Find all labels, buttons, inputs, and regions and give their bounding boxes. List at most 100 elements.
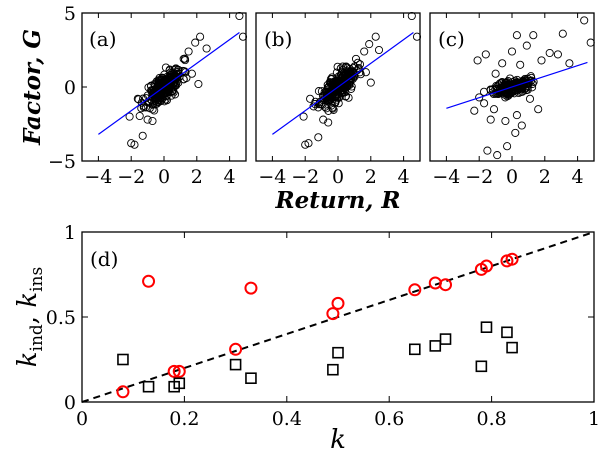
panel-d-circle-point xyxy=(331,296,345,310)
panel-a-point xyxy=(171,82,180,91)
panel-c-point xyxy=(518,81,527,91)
panel-b-point xyxy=(322,104,331,113)
panel-b-point xyxy=(365,40,374,49)
panel-d-square-point xyxy=(475,360,488,373)
panel-a-point xyxy=(156,97,165,106)
panel-b-point xyxy=(371,32,380,41)
panel-a-x-tick-label: −4 xyxy=(84,166,112,188)
panel-d-x-tick-label: 0.8 xyxy=(476,408,506,430)
panel-b-fit-line xyxy=(272,32,414,135)
panel-a-point xyxy=(142,94,151,103)
panel-b-point xyxy=(355,60,365,69)
panel-c-point xyxy=(529,31,538,40)
panel-c-x-tick-label: −4 xyxy=(432,166,460,188)
panel-b-x-tick-label: 0 xyxy=(332,166,344,188)
panel-c-point xyxy=(470,106,479,115)
panel-c-point xyxy=(493,151,502,160)
panel-c-point xyxy=(516,60,525,69)
panel-c-point xyxy=(515,80,524,89)
panel-a-point xyxy=(161,95,170,104)
panel-a-point xyxy=(170,90,180,99)
panel-c-point xyxy=(503,142,512,151)
panel-d-circle-point xyxy=(479,259,493,273)
panel-d-circle-point xyxy=(244,281,258,295)
panel-d-x-tick-label: 0.2 xyxy=(169,408,199,430)
panel-c-point xyxy=(525,94,535,103)
panel-b-x-tick-label: 4 xyxy=(398,166,410,188)
panel-a-y-ticks: −5 0 5 xyxy=(48,3,87,173)
panel-a-point xyxy=(181,56,190,65)
panel-a-point xyxy=(160,97,169,106)
panel-b-point xyxy=(341,77,350,86)
panel-c-point xyxy=(497,83,506,92)
panel-c-point xyxy=(480,99,489,108)
panel-d-square-point xyxy=(117,353,129,366)
panel-a-points xyxy=(125,11,248,149)
panel-a-point xyxy=(187,69,196,78)
panel-c-point xyxy=(503,88,512,97)
panel-a-point xyxy=(191,38,200,47)
panel-b-point xyxy=(366,78,375,87)
panel-a: (a) −4 −2 0 2 4 −505 xyxy=(48,3,248,188)
panel-a-point xyxy=(194,79,203,89)
panel-a-point xyxy=(172,81,181,90)
panel-b-point xyxy=(374,45,384,55)
panel-a-x-tick-label: 2 xyxy=(191,166,203,188)
panel-b-x-tick-label: 2 xyxy=(365,166,377,188)
panel-a-point xyxy=(148,105,157,114)
panel-c-point xyxy=(507,47,517,56)
y-k2: k xyxy=(13,292,43,308)
panel-b-point xyxy=(349,64,358,73)
panel-b-point xyxy=(344,93,353,102)
panel-d-points xyxy=(116,252,519,399)
panel-d-square-point xyxy=(429,340,442,352)
panel-c-point xyxy=(512,111,521,120)
panel-a-point xyxy=(133,94,142,103)
panel-c-x-tick-label: 4 xyxy=(572,166,584,188)
panel-b-point xyxy=(317,87,326,96)
panel-d-circle-point xyxy=(408,283,422,297)
panel-a-point xyxy=(157,85,166,94)
panel-d-square-point xyxy=(501,326,513,339)
panel-d-square-point xyxy=(332,346,344,359)
panel-b-point xyxy=(331,98,340,107)
panel-a-y-tick-label: 0 xyxy=(64,77,76,99)
panel-c-point xyxy=(553,50,562,59)
panel-d-x-tick-label: 1 xyxy=(588,408,600,430)
panel-c: (c) −4 −2 0 2 4 xyxy=(429,12,595,188)
panel-a-point xyxy=(179,54,188,63)
panel-c-fit-line xyxy=(446,61,588,109)
panel-a-fit-line xyxy=(98,32,240,135)
panel-d-square-point xyxy=(173,377,186,390)
top-x-axis-label: Return, R xyxy=(274,187,400,214)
panel-d-circle-point xyxy=(326,307,340,321)
panel-d-circle-point xyxy=(229,342,243,356)
panel-c-point xyxy=(479,87,489,96)
panel-b-x-ticks: −4 −2 0 2 4 xyxy=(258,13,410,188)
panel-a-point xyxy=(143,115,152,124)
panel-d-label: (d) xyxy=(90,247,118,271)
panel-a-x-tick-label: 4 xyxy=(224,166,236,188)
panel-a-point xyxy=(196,32,205,41)
panel-d-square-point xyxy=(439,333,452,345)
panel-d-y-tick-label: 1 xyxy=(64,222,76,244)
panel-d-circle-point xyxy=(505,252,519,266)
panel-d-x-ticks: 0 0.2 0.4 0.6 0.8 1 xyxy=(76,232,600,430)
panel-a-point xyxy=(167,69,176,78)
panel-d: (d) 0 0.2 0.4 0.6 0.8 1 00.51 xyxy=(46,222,600,430)
panel-d-square-point xyxy=(229,358,242,371)
panel-a-x-tick-label: 0 xyxy=(158,166,170,188)
panel-b-point xyxy=(353,58,362,67)
bottom-y-axis-label: kind, kins xyxy=(13,267,47,367)
panel-c-point xyxy=(475,93,484,102)
y-sub-ins: ins xyxy=(27,267,47,292)
panel-c-point xyxy=(586,38,595,47)
panel-a-point xyxy=(148,116,157,126)
panel-b-point xyxy=(342,69,351,78)
panel-b-x-tick-label: −4 xyxy=(258,166,286,188)
panel-a-point xyxy=(148,89,157,98)
panel-b-x-tick-label: −2 xyxy=(291,166,319,188)
panel-c-points xyxy=(470,16,595,160)
panel-c-x-tick-label: 2 xyxy=(539,166,551,188)
